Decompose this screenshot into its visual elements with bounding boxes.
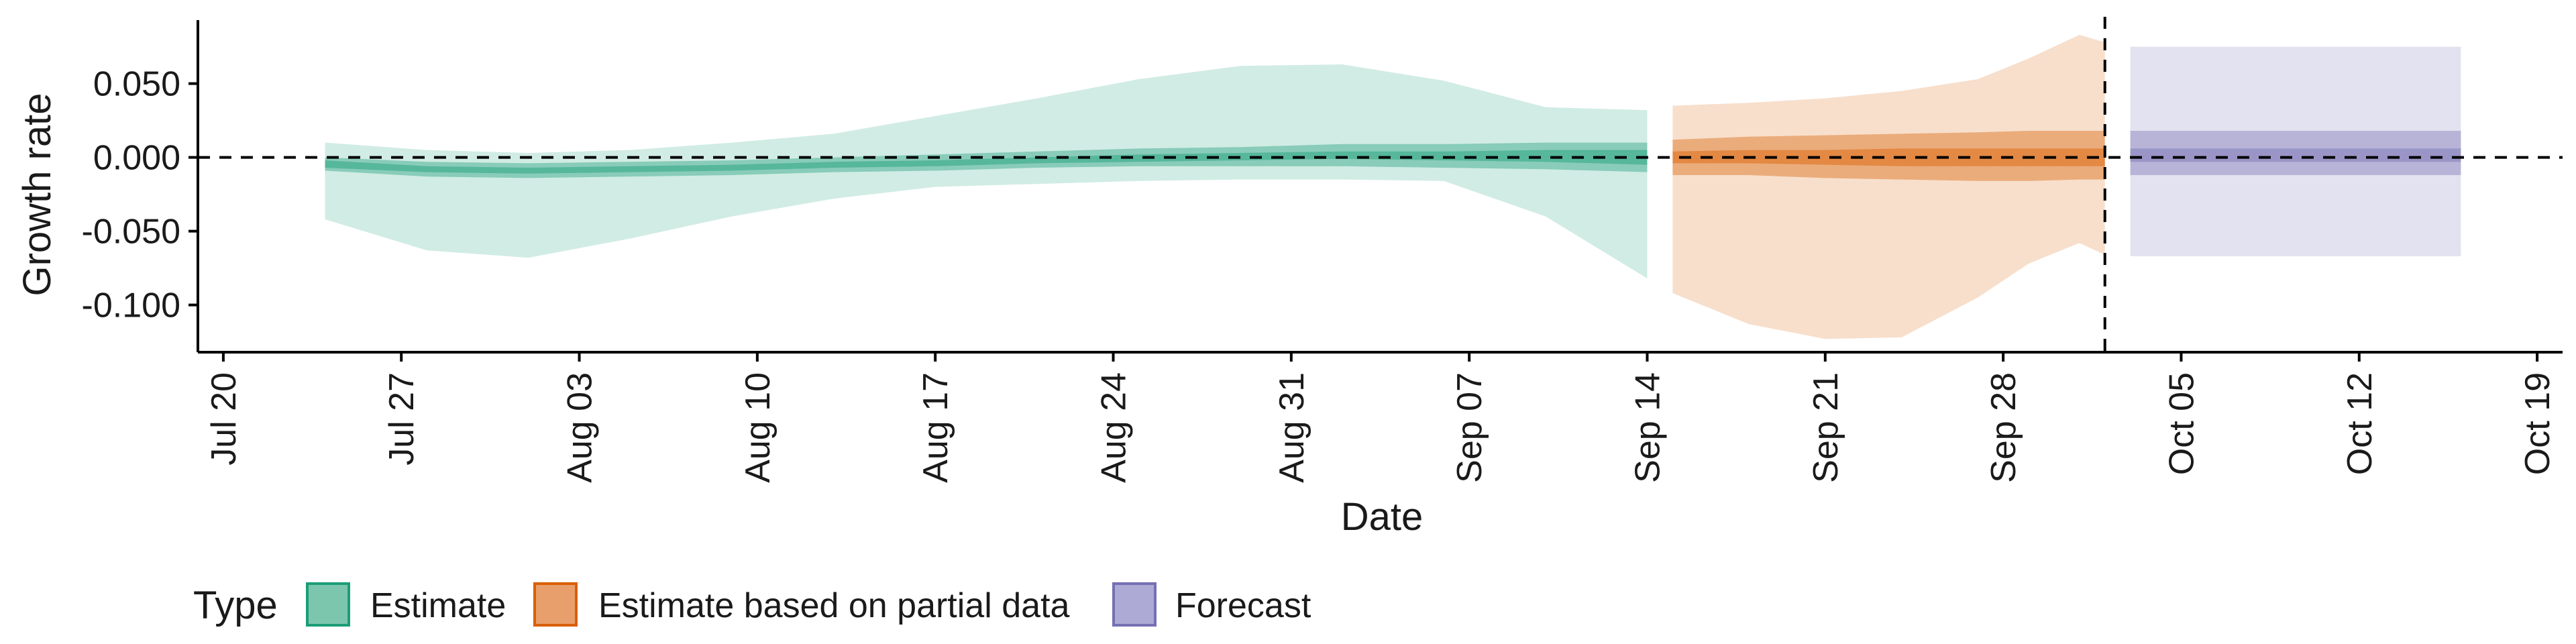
band-forecast-50 bbox=[2130, 131, 2461, 175]
x-axis-title: Date bbox=[1341, 495, 1424, 539]
x-tick-label: Sep 21 bbox=[1807, 372, 1845, 483]
legend-swatch-forecast bbox=[1112, 582, 1157, 627]
band-estimate-90 bbox=[325, 64, 1648, 278]
legend: Type Estimate Estimate based on partial … bbox=[193, 582, 1311, 627]
legend-swatch-estimate bbox=[306, 582, 350, 627]
x-tick-label: Aug 31 bbox=[1273, 372, 1311, 483]
plot-bands bbox=[325, 35, 2461, 339]
reference-lines bbox=[198, 17, 2563, 352]
legend-label-partial: Estimate based on partial data bbox=[598, 586, 1070, 625]
x-tick-label: Jul 20 bbox=[205, 372, 244, 466]
band-estimate-based-on-partial-data-90 bbox=[1672, 35, 2105, 339]
band-estimate-20 bbox=[325, 150, 1648, 174]
x-tick-label: Sep 28 bbox=[1984, 372, 2023, 483]
x-tick-label: Aug 24 bbox=[1095, 372, 1134, 483]
y-tick-label: -0.100 bbox=[82, 286, 180, 325]
x-tick-label: Oct 19 bbox=[2518, 372, 2557, 475]
band-forecast-20 bbox=[2130, 148, 2461, 162]
legend-item-forecast: Forecast bbox=[1112, 582, 1311, 627]
legend-title: Type bbox=[193, 584, 278, 627]
x-tick-label: Aug 10 bbox=[739, 372, 777, 483]
x-tick-label: Sep 07 bbox=[1450, 372, 1489, 483]
legend-swatch-partial bbox=[533, 582, 578, 627]
band-estimate-based-on-partial-data-20 bbox=[1672, 148, 2105, 166]
y-tick-label: 0.000 bbox=[93, 139, 180, 178]
x-tick-label: Aug 03 bbox=[561, 372, 600, 483]
x-tick-label: Aug 17 bbox=[916, 372, 955, 483]
legend-label-forecast: Forecast bbox=[1175, 586, 1311, 625]
axes: -0.100 -0.050 0.000 0.050 Jul 20 Jul 27 Aug 03… bbox=[82, 20, 2563, 483]
x-tick-label: Sep 14 bbox=[1629, 372, 1668, 483]
y-axis-title: Growth rate bbox=[15, 93, 59, 297]
legend-label-estimate: Estimate bbox=[370, 586, 506, 625]
x-tick-label: Jul 27 bbox=[382, 372, 421, 466]
band-estimate-based-on-partial-data-50 bbox=[1672, 131, 2105, 181]
y-tick-label: -0.050 bbox=[82, 213, 180, 252]
band-estimate-50 bbox=[325, 142, 1648, 178]
x-tick-label: Oct 05 bbox=[2163, 372, 2202, 475]
x-tick-label: Oct 12 bbox=[2341, 372, 2379, 475]
legend-item-estimate: Estimate bbox=[306, 582, 506, 627]
band-forecast-90 bbox=[2130, 46, 2461, 256]
legend-item-partial: Estimate based on partial data bbox=[533, 582, 1070, 627]
y-tick-label: 0.050 bbox=[93, 65, 180, 104]
